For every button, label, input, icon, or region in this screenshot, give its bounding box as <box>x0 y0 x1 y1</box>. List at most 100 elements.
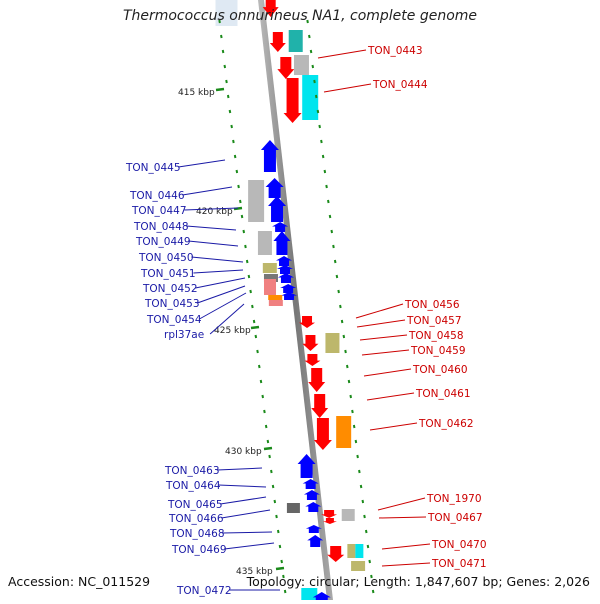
minor-tick <box>308 34 311 39</box>
gene-leader-line <box>197 285 246 304</box>
gene-label-forward: TON_1970 <box>426 493 482 505</box>
minor-tick <box>323 169 327 174</box>
gene-label-forward: TON_0467 <box>427 512 483 524</box>
ruler-label: 420 kbp <box>196 207 233 217</box>
gene-block-gray <box>341 509 355 521</box>
ruler-tick <box>215 87 225 92</box>
minor-tick <box>264 424 268 429</box>
minor-tick <box>257 364 261 369</box>
minor-tick <box>280 559 283 564</box>
minor-tick <box>345 364 349 369</box>
minor-tick <box>363 514 366 519</box>
minor-tick <box>361 499 365 504</box>
minor-tick <box>335 274 339 279</box>
gene-label-reverse: TON_0464 <box>165 480 221 492</box>
ruler-label: 425 kbp <box>214 326 251 336</box>
minor-tick <box>221 49 225 54</box>
gene-leader-line <box>209 303 245 335</box>
minor-tick <box>327 199 330 204</box>
gene-arrow-forward <box>321 510 338 518</box>
gene-leader-line <box>178 159 226 168</box>
gene-label-reverse: TON_0445 <box>125 162 181 174</box>
minor-tick <box>342 334 346 339</box>
minor-tick <box>249 289 252 294</box>
minor-tick <box>283 589 287 594</box>
gene-label-forward: TON_0461 <box>415 388 471 400</box>
minor-tick <box>358 469 361 474</box>
minor-tick <box>371 589 375 594</box>
gene-arrow-reverse <box>307 535 324 547</box>
gene-label-forward: TON_0457 <box>406 315 462 327</box>
minor-tick <box>278 544 282 549</box>
gene-block-cyan <box>302 75 319 120</box>
gene-label-forward: TON_0459 <box>410 345 466 357</box>
gene-leader-line <box>186 225 237 231</box>
minor-tick <box>333 259 337 264</box>
minor-tick <box>330 229 334 234</box>
minor-tick <box>261 394 265 399</box>
gene-block-pale <box>215 0 238 26</box>
gene-arrow-reverse <box>276 265 293 274</box>
gene-label-reverse: TON_0453 <box>144 298 200 310</box>
minor-tick <box>239 199 242 204</box>
minor-tick <box>328 214 332 219</box>
gene-block-gray <box>257 231 272 255</box>
gene-label-reverse: TON_0469 <box>171 544 227 556</box>
gene-block-khaki <box>262 263 277 273</box>
gene-block-cyan <box>301 588 318 600</box>
minor-tick <box>366 544 370 549</box>
gene-label-forward: TON_0470 <box>431 539 487 551</box>
minor-tick <box>235 169 239 174</box>
minor-tick <box>321 154 325 159</box>
gene-label-reverse: TON_0451 <box>140 268 196 280</box>
gene-arrow-forward <box>269 32 286 52</box>
minor-tick <box>275 514 278 519</box>
minor-tick <box>332 244 335 249</box>
gene-label-forward: TON_0456 <box>404 299 460 311</box>
map-title: Thermococcus onnurineus NA1, complete ge… <box>122 8 478 24</box>
gene-block-orange <box>336 416 352 448</box>
gene-leader-line <box>221 509 271 519</box>
gene-leader-line <box>191 256 244 263</box>
gene-leader-line <box>361 349 410 356</box>
gene-arrow-forward <box>308 368 326 392</box>
gene-leader-line <box>381 562 431 567</box>
gene-label-reverse: TON_0463 <box>164 465 220 477</box>
gene-block-khaki <box>347 544 356 558</box>
gene-arrow-forward <box>322 518 337 524</box>
gene-leader-line <box>356 319 406 328</box>
gene-block-darkgray <box>263 274 278 282</box>
gene-arrow-reverse <box>281 292 298 300</box>
gene-block-orange <box>268 295 283 300</box>
gene-label-reverse: TON_0465 <box>167 499 223 511</box>
ruler-label: 415 kbp <box>178 88 215 98</box>
gene-block-cyan <box>355 544 364 558</box>
minor-tick <box>223 64 227 69</box>
minor-tick <box>242 229 246 234</box>
gene-arrow-forward <box>302 335 319 351</box>
ruler-tick <box>250 325 260 330</box>
minor-tick <box>364 529 368 534</box>
gene-leader-line <box>184 207 239 211</box>
minor-tick <box>282 574 285 579</box>
minor-tick <box>237 184 240 189</box>
minor-tick <box>320 139 323 144</box>
minor-tick <box>247 274 251 279</box>
minor-tick <box>251 304 254 309</box>
minor-tick <box>347 379 351 384</box>
ruler-label: 435 kbp <box>236 567 273 577</box>
gene-arrow-forward <box>327 546 345 562</box>
minor-tick <box>218 19 221 24</box>
gene-label-reverse: TON_0468 <box>169 528 225 540</box>
minor-tick <box>351 409 354 414</box>
gene-label-forward: TON_0444 <box>372 79 428 91</box>
gene-arrow-forward <box>304 354 321 366</box>
gene-leader-line <box>218 484 267 488</box>
gene-arrow-forward <box>262 0 279 17</box>
minor-tick <box>259 379 263 384</box>
minor-tick <box>271 484 275 489</box>
minor-tick <box>354 439 358 444</box>
gene-leader-line <box>377 497 426 511</box>
minor-tick <box>349 394 353 399</box>
